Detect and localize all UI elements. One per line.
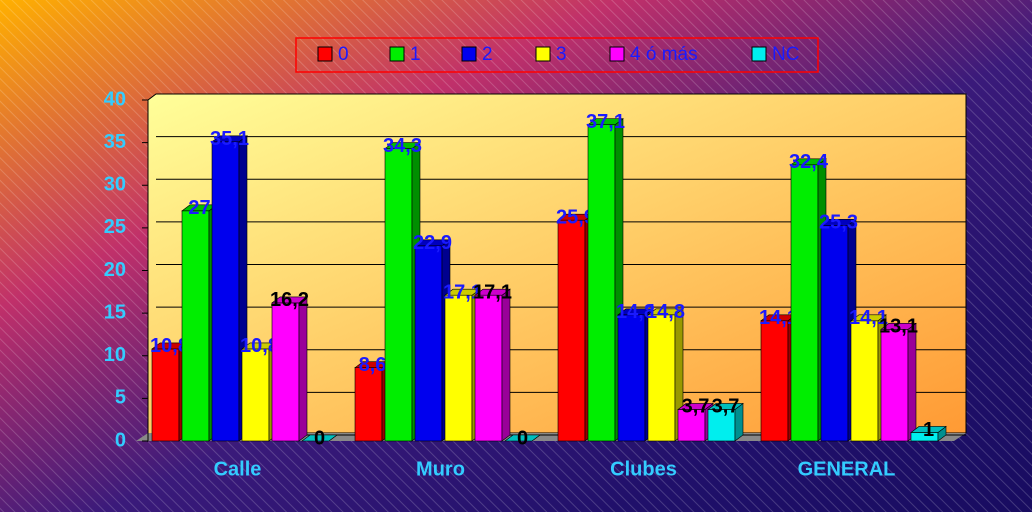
data-label: 14,1 (759, 307, 798, 329)
legend-swatch (751, 46, 767, 62)
x-tick-label: Calle (214, 458, 262, 480)
data-label: 14,8 (616, 301, 655, 323)
legend-label: NC (772, 44, 799, 65)
legend-swatch (317, 46, 333, 62)
bar (414, 245, 443, 442)
y-tick-label: 10 (104, 344, 126, 366)
bar (850, 320, 879, 442)
y-tick-label: 35 (104, 131, 126, 153)
data-label: 35,1 (210, 128, 249, 150)
bar-top (301, 434, 338, 442)
data-label: 17,1 (443, 282, 482, 304)
bar (617, 314, 646, 442)
bar (474, 294, 503, 442)
y-tick-label: 20 (104, 259, 126, 281)
bar (880, 329, 909, 442)
data-label: 37,1 (586, 111, 625, 133)
bar-top (820, 219, 857, 226)
bar-top (444, 288, 481, 296)
x-tick-label: Muro (416, 458, 465, 480)
data-label: 10,8 (150, 335, 189, 357)
bar (820, 225, 849, 442)
bar-top (474, 288, 511, 296)
bar-top (617, 308, 654, 316)
bar (384, 148, 413, 442)
bar (151, 348, 180, 442)
bar (241, 348, 270, 442)
bar (760, 320, 789, 442)
data-label: 0 (314, 427, 325, 449)
bar (587, 124, 616, 442)
data-label: 3,7 (712, 396, 740, 418)
bar-top (414, 239, 451, 247)
legend-label: 1 (410, 44, 421, 65)
bar-side (907, 322, 917, 442)
data-label: 14,8 (646, 301, 685, 323)
data-label: 32,4 (789, 151, 829, 173)
bar-top (850, 314, 887, 322)
data-label: 3,7 (682, 396, 710, 418)
data-label: 13,1 (879, 316, 918, 338)
bar-top (677, 403, 714, 410)
data-label: 10,8 (240, 335, 279, 357)
bar (211, 141, 240, 442)
bar (557, 219, 586, 442)
bar-top (384, 142, 421, 149)
bar (271, 302, 300, 442)
data-label: 16,2 (270, 289, 309, 311)
bar-top (790, 158, 827, 166)
bar-top (271, 296, 308, 304)
bar-top (910, 426, 947, 433)
y-tick-label: 0 (115, 429, 126, 451)
data-label: 27 (188, 197, 210, 219)
x-tick-label: GENERAL (798, 458, 896, 480)
data-label: 1 (923, 419, 934, 441)
data-label: 25,3 (819, 212, 858, 234)
legend-label: 2 (482, 44, 493, 65)
bar-top (647, 308, 684, 316)
y-tick-label: 25 (104, 216, 126, 238)
data-label: 25,9 (556, 206, 595, 228)
bar (647, 314, 676, 442)
x-tick-label: Clubes (610, 458, 677, 480)
bar-top (504, 434, 541, 442)
data-label: 0 (517, 427, 528, 449)
bar-side (501, 288, 511, 442)
legend-label: 3 (556, 44, 567, 65)
data-label: 14,1 (849, 307, 888, 329)
y-tick-label: 40 (104, 88, 126, 110)
bar-top (880, 323, 917, 330)
y-tick-label: 15 (104, 301, 126, 323)
data-label: 22,9 (413, 232, 452, 254)
legend (295, 37, 819, 73)
legend-swatch (535, 46, 551, 62)
bar-top (587, 118, 624, 126)
data-label: 8,6 (359, 354, 387, 376)
legend-label: 4 ó más (630, 44, 698, 65)
bar (790, 164, 819, 442)
bar-top (707, 403, 744, 410)
bar (181, 210, 210, 442)
bar-side (298, 296, 308, 442)
bar (354, 367, 383, 442)
y-tick-label: 30 (104, 174, 126, 196)
data-label: 34,3 (383, 135, 422, 157)
bar (444, 294, 473, 442)
legend-swatch (609, 46, 625, 62)
legend-swatch (389, 46, 405, 62)
bar-top (211, 135, 248, 143)
y-tick-label: 5 (115, 387, 126, 409)
legend-label: 0 (338, 44, 349, 65)
data-label: 17,1 (473, 282, 512, 304)
legend-swatch (461, 46, 477, 62)
